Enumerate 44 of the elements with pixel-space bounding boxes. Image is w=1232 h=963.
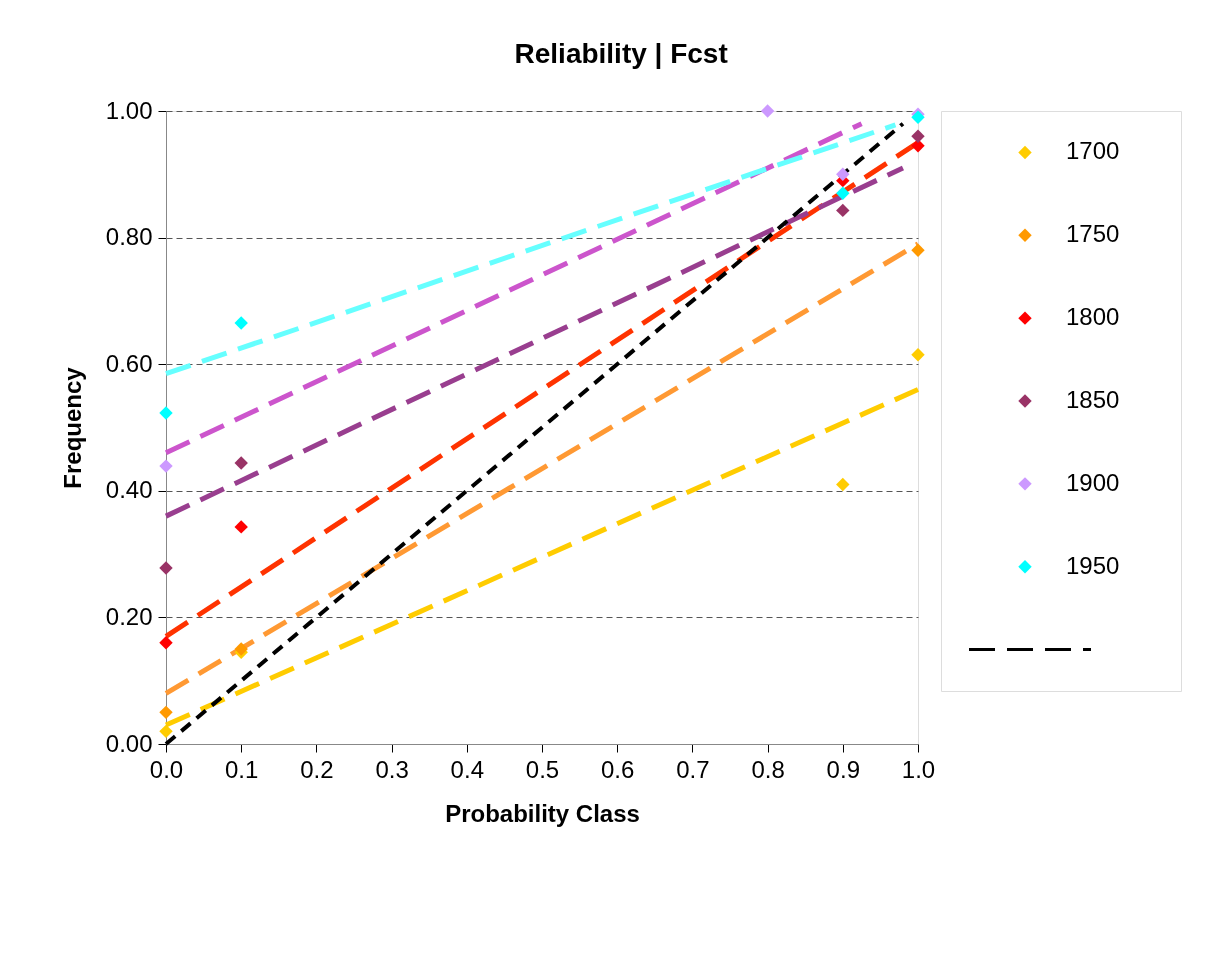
point (159, 705, 173, 720)
y-axis-title: Frequency (58, 366, 86, 489)
point (911, 348, 925, 362)
point (159, 724, 173, 739)
point (760, 104, 775, 118)
x-axis-title: Probability Class (445, 799, 640, 827)
point (234, 456, 248, 470)
point (234, 316, 248, 330)
legend-label: 1950 (1066, 551, 1120, 579)
point (836, 186, 850, 200)
y-tick-label: 0.60 (105, 349, 153, 377)
point (234, 520, 248, 534)
legend-label: 1750 (1066, 220, 1120, 248)
y-tick-label: 0.20 (105, 602, 153, 630)
point (911, 129, 925, 144)
x-tick-label: 0.7 (676, 755, 710, 783)
legend-label: 1900 (1066, 468, 1120, 496)
point (836, 477, 850, 492)
legend-label: 1850 (1066, 386, 1120, 413)
point (159, 561, 173, 575)
x-tick-label: 0.6 (601, 755, 635, 783)
point (159, 406, 173, 420)
x-tick-label: 0.8 (751, 755, 785, 783)
legend-label: 1700 (1066, 137, 1120, 165)
point (911, 243, 925, 257)
point (911, 110, 925, 125)
point (836, 167, 850, 182)
legend-label: 1800 (1066, 303, 1120, 331)
x-tick-label: 0.0 (149, 755, 184, 783)
x-tick-label: 0.2 (300, 755, 334, 783)
point (159, 636, 173, 650)
y-tick-label: 0.80 (105, 223, 153, 251)
y-tick-label: 0.40 (105, 476, 153, 504)
point (159, 459, 173, 473)
x-tick-label: 0.1 (225, 755, 259, 783)
x-tick-label: 0.9 (826, 755, 860, 783)
x-tick-label: 0.5 (525, 755, 560, 783)
point (836, 203, 850, 218)
y-tick-label: 0.00 (105, 729, 153, 757)
x-tick-label: 0.4 (450, 755, 484, 783)
chart-title: Reliability | Fcst (514, 37, 728, 69)
y-tick-label: 1.00 (105, 96, 153, 124)
x-tick-label: 1.0 (901, 755, 936, 783)
x-tick-label: 0.3 (375, 755, 409, 783)
